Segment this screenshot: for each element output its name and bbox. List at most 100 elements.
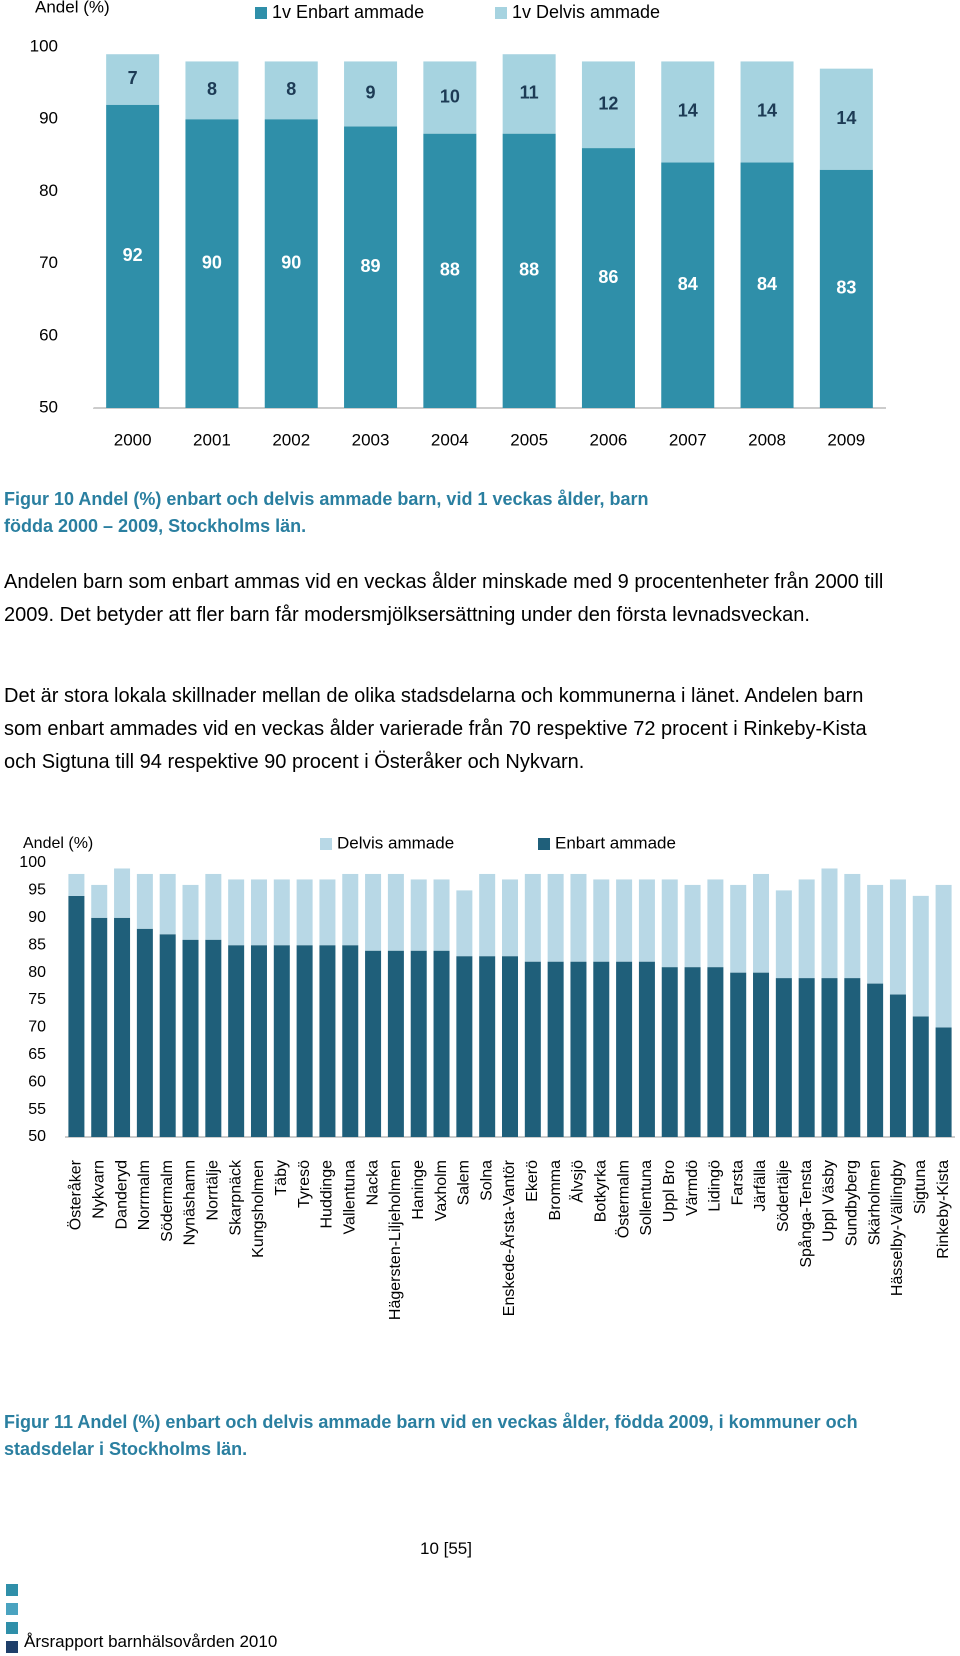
- bar-segment: [502, 133, 556, 408]
- bar-segment: [185, 61, 239, 120]
- data-label: 14: [678, 101, 698, 121]
- bar-segment: [524, 873, 541, 962]
- decor-square: [6, 1622, 18, 1634]
- bar-segment: [114, 868, 131, 918]
- x-tick-label: Österåker: [67, 1159, 85, 1230]
- x-tick-label: Södertälje: [775, 1160, 792, 1232]
- x-tick-label: Rinkeby-Kista: [935, 1160, 952, 1259]
- bar-segment: [616, 879, 633, 962]
- data-label: 14: [836, 108, 856, 128]
- footer: Årsrapport barnhälsovården 2010: [24, 1632, 278, 1651]
- bar-segment: [867, 884, 884, 984]
- bar-segment: [250, 945, 267, 1137]
- y-tick-label: 50: [39, 397, 58, 416]
- data-label: 84: [678, 274, 698, 294]
- x-tick-label: Sigtuna: [912, 1160, 929, 1214]
- data-label: 90: [281, 252, 301, 272]
- y-tick-label: 70: [39, 253, 58, 272]
- x-tick-label: Lidingö: [707, 1160, 724, 1212]
- x-tick-label: 2002: [272, 430, 310, 449]
- bar-segment: [753, 873, 770, 973]
- bar-segment: [106, 104, 160, 408]
- bar-segment: [433, 950, 450, 1137]
- x-tick-label: Skärholmen: [866, 1160, 883, 1245]
- y-tick-label: 70: [28, 1019, 46, 1036]
- bar-segment: [228, 879, 245, 946]
- bar-segment: [250, 879, 267, 946]
- bar-segment: [684, 967, 701, 1137]
- y-tick-label: 85: [28, 936, 46, 953]
- data-label: 8: [286, 79, 296, 99]
- bar-segment: [106, 54, 160, 105]
- data-label: 88: [440, 260, 460, 280]
- bar-segment: [342, 873, 359, 946]
- bar-segment: [661, 879, 678, 968]
- bar-segment: [136, 928, 153, 1137]
- data-label: 11: [520, 83, 539, 103]
- legend-swatch: [255, 7, 267, 19]
- x-tick-label: Södermalm: [159, 1160, 176, 1242]
- bar-segment: [264, 119, 318, 408]
- bar-segment: [775, 890, 792, 979]
- bar-segment: [205, 873, 222, 940]
- bar-segment: [319, 945, 336, 1137]
- x-tick-label: Kungsholmen: [250, 1160, 267, 1258]
- bar-segment: [479, 873, 496, 957]
- bar-segment: [798, 879, 815, 979]
- x-tick-label: 2008: [748, 430, 786, 449]
- x-tick-label: Sundbyberg: [844, 1160, 861, 1246]
- y-axis-label: Andel (%): [35, 0, 110, 16]
- bar-segment: [707, 879, 724, 968]
- bar-segment: [638, 961, 655, 1137]
- bar-segment: [821, 978, 838, 1137]
- data-label: 7: [128, 68, 138, 88]
- bar-segment: [273, 945, 290, 1137]
- bar-segment: [889, 994, 906, 1137]
- x-tick-label: Solna: [478, 1160, 495, 1201]
- bar-segment: [387, 873, 404, 951]
- bar-segment: [91, 917, 108, 1137]
- bar-segment: [182, 939, 199, 1137]
- bar-segment: [296, 945, 313, 1137]
- bar-segment: [114, 917, 131, 1137]
- bar-segment: [844, 873, 861, 979]
- y-tick-label: 60: [28, 1073, 46, 1090]
- bar-segment: [753, 972, 770, 1137]
- x-tick-label: 2005: [510, 430, 548, 449]
- y-tick-label: 80: [28, 964, 46, 981]
- x-tick-label: 2009: [827, 430, 865, 449]
- y-tick-label: 75: [28, 991, 46, 1008]
- decor-square: [6, 1603, 18, 1615]
- bar-segment: [159, 873, 176, 935]
- legend-label: Delvis ammade: [337, 833, 454, 852]
- data-label: 9: [366, 83, 376, 103]
- bar-segment: [616, 961, 633, 1137]
- data-label: 8: [207, 79, 217, 99]
- data-label: 92: [123, 245, 143, 265]
- paragraph: Det är stora lokala skillnader mellan de…: [4, 685, 867, 773]
- decor-square: [6, 1641, 18, 1653]
- bar-segment: [344, 61, 398, 127]
- y-tick-label: 95: [28, 882, 46, 899]
- legend-swatch: [320, 838, 332, 850]
- bar-segment: [136, 873, 153, 929]
- bar-segment: [433, 879, 450, 951]
- bar-segment: [912, 895, 929, 1017]
- bar-segment: [819, 169, 873, 408]
- bar-segment: [798, 978, 815, 1137]
- x-tick-label: Täby: [273, 1160, 290, 1196]
- paragraph: Andelen barn som enbart ammas vid en vec…: [4, 571, 884, 626]
- bar-segment: [638, 879, 655, 962]
- data-label: 10: [440, 86, 460, 106]
- x-tick-label: Danderyd: [113, 1160, 130, 1229]
- y-tick-label: 50: [28, 1128, 46, 1145]
- x-tick-label: 2006: [590, 430, 628, 449]
- x-tick-label: Uppl Väsby: [821, 1160, 838, 1242]
- bar-segment: [68, 895, 85, 1137]
- bar-segment: [547, 961, 564, 1137]
- y-axis-label: Andel (%): [23, 835, 93, 852]
- x-tick-label: Sollentuna: [638, 1160, 655, 1236]
- bar-segment: [912, 1016, 929, 1137]
- x-tick-label: 2004: [431, 430, 469, 449]
- bar-segment: [159, 934, 176, 1137]
